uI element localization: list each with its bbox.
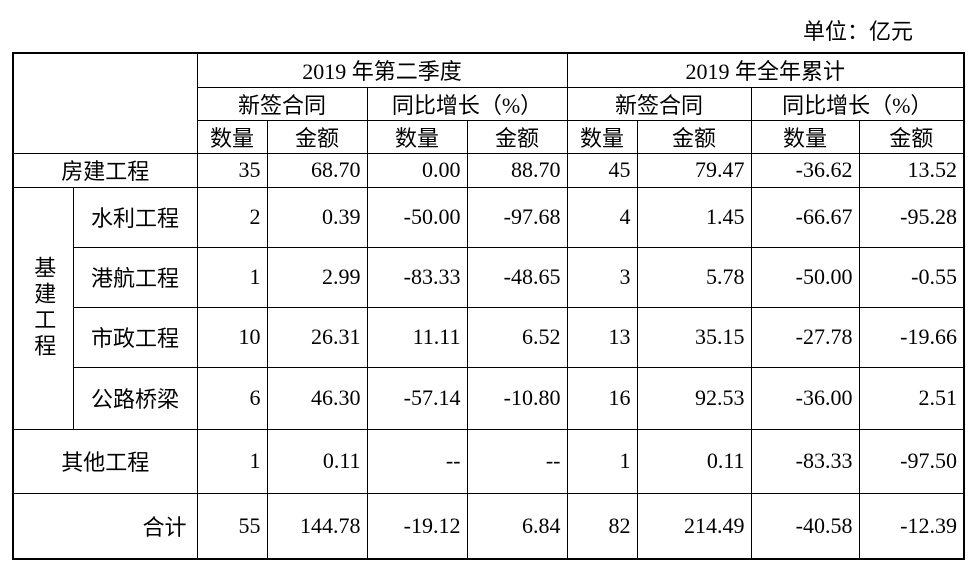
data-cell: -40.58 bbox=[750, 492, 860, 560]
data-cell: -27.78 bbox=[750, 306, 860, 368]
data-cell: -12.39 bbox=[858, 492, 965, 560]
data-cell: 1.45 bbox=[636, 186, 752, 248]
data-cell: -36.00 bbox=[750, 366, 860, 430]
data-cell: 92.53 bbox=[636, 366, 752, 430]
contract-table: 2019 年第二季度 2019 年全年累计 新签合同 同比增长（%） 新签合同 同比增长（… bbox=[12, 52, 965, 560]
row-label: 房建工程 bbox=[12, 152, 198, 188]
corner-cell bbox=[12, 52, 198, 154]
sub-header: 同比增长（%） bbox=[750, 86, 965, 121]
row-label: 其他工程 bbox=[12, 428, 198, 494]
table-row: 2019 年第二季度 2019 年全年累计 bbox=[12, 52, 965, 154]
table-row: 其他工程 1 0.11 -- -- 1 0.11 -83.33 -97.50 bbox=[12, 428, 965, 494]
data-cell: 0.39 bbox=[266, 186, 368, 248]
data-cell: 55 bbox=[196, 492, 268, 560]
column-header: 金额 bbox=[466, 119, 568, 154]
data-cell: 6.84 bbox=[466, 492, 568, 560]
data-cell: 10 bbox=[196, 306, 268, 368]
data-cell: -36.62 bbox=[750, 152, 860, 188]
data-cell: 13.52 bbox=[858, 152, 965, 188]
data-cell: -83.33 bbox=[366, 246, 468, 308]
data-cell: 5.78 bbox=[636, 246, 752, 308]
group-header: 2019 年第二季度 bbox=[196, 52, 568, 88]
data-cell: 46.30 bbox=[266, 366, 368, 430]
column-header: 金额 bbox=[636, 119, 752, 154]
data-cell: 1 bbox=[196, 428, 268, 494]
data-cell: -83.33 bbox=[750, 428, 860, 494]
data-cell: -19.66 bbox=[858, 306, 965, 368]
data-cell: -10.80 bbox=[466, 366, 568, 430]
data-cell: 1 bbox=[566, 428, 638, 494]
data-cell: -0.55 bbox=[858, 246, 965, 308]
data-cell: -50.00 bbox=[750, 246, 860, 308]
data-cell: -97.50 bbox=[858, 428, 965, 494]
data-cell: 6 bbox=[196, 366, 268, 430]
sub-header: 新签合同 bbox=[196, 86, 368, 121]
column-header: 金额 bbox=[266, 119, 368, 154]
column-header: 数量 bbox=[750, 119, 860, 154]
data-cell: 4 bbox=[566, 186, 638, 248]
table-row: 合计 55 144.78 -19.12 6.84 82 214.49 -40.58 -12.39 bbox=[12, 492, 965, 560]
column-header: 数量 bbox=[366, 119, 468, 154]
row-label: 港航工程 bbox=[72, 246, 198, 308]
data-cell: -97.68 bbox=[466, 186, 568, 248]
data-cell: 2.99 bbox=[266, 246, 368, 308]
data-cell: -66.67 bbox=[750, 186, 860, 248]
table-row: 房建工程 35 68.70 0.00 88.70 45 79.47 -36.62 13.52 bbox=[12, 152, 965, 188]
table-row: 基建工程 水利工程 2 0.39 -50.00 -97.68 4 1.45 -66.67 -95.… bbox=[12, 186, 965, 430]
column-header: 数量 bbox=[196, 119, 268, 154]
data-cell: 13 bbox=[566, 306, 638, 368]
data-cell: -- bbox=[466, 428, 568, 494]
data-cell: 2.51 bbox=[858, 366, 965, 430]
data-cell: 0.11 bbox=[636, 428, 752, 494]
data-cell: -57.14 bbox=[366, 366, 468, 430]
data-cell: 11.11 bbox=[366, 306, 468, 368]
data-cell: -- bbox=[366, 428, 468, 494]
data-cell: 0.00 bbox=[366, 152, 468, 188]
sub-header: 新签合同 bbox=[566, 86, 752, 121]
data-cell: 16 bbox=[566, 366, 638, 430]
data-cell: 45 bbox=[566, 152, 638, 188]
row-label: 市政工程 bbox=[72, 306, 198, 368]
data-cell: 0.11 bbox=[266, 428, 368, 494]
data-cell: 1 bbox=[196, 246, 268, 308]
data-cell: 79.47 bbox=[636, 152, 752, 188]
column-header: 金额 bbox=[858, 119, 965, 154]
data-cell: -95.28 bbox=[858, 186, 965, 248]
data-cell: 35.15 bbox=[636, 306, 752, 368]
table-row: 公路桥梁 6 46.30 -57.14 -10.80 16 92.53 -36.00 2.51 bbox=[13, 366, 965, 430]
data-cell: -48.65 bbox=[466, 246, 568, 308]
column-header: 数量 bbox=[566, 119, 638, 154]
table-row: 市政工程 10 26.31 11.11 6.52 13 35.15 -27.78 -19.66 bbox=[13, 306, 965, 368]
data-cell: -19.12 bbox=[366, 492, 468, 560]
row-label: 水利工程 bbox=[72, 186, 198, 248]
data-cell: 144.78 bbox=[266, 492, 368, 560]
data-cell: -50.00 bbox=[366, 186, 468, 248]
sub-header: 同比增长（%） bbox=[366, 86, 568, 121]
table-row: 数量 金额 数量 金额 数量 金额 数量 金额 bbox=[13, 119, 965, 154]
data-cell: 68.70 bbox=[266, 152, 368, 188]
data-cell: 35 bbox=[196, 152, 268, 188]
data-cell: 82 bbox=[566, 492, 638, 560]
table-row: 港航工程 1 2.99 -83.33 -48.65 3 5.78 -50.00 -0.55 bbox=[13, 246, 965, 308]
group-label: 基建工程 bbox=[12, 186, 74, 430]
data-cell: 3 bbox=[566, 246, 638, 308]
row-label: 合计 bbox=[12, 492, 198, 560]
group-header: 2019 年全年累计 bbox=[566, 52, 965, 88]
row-label: 公路桥梁 bbox=[72, 366, 198, 430]
data-cell: 26.31 bbox=[266, 306, 368, 368]
data-cell: 6.52 bbox=[466, 306, 568, 368]
data-cell: 88.70 bbox=[466, 152, 568, 188]
unit-label: 单位：亿元 bbox=[802, 19, 913, 44]
data-cell: 214.49 bbox=[636, 492, 752, 560]
data-cell: 2 bbox=[196, 186, 268, 248]
